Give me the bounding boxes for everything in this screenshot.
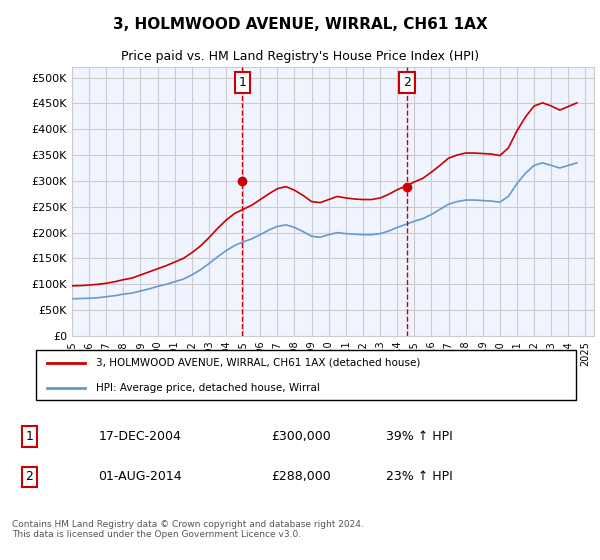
FancyBboxPatch shape xyxy=(35,350,577,400)
Text: 2: 2 xyxy=(25,470,33,483)
Text: 3, HOLMWOOD AVENUE, WIRRAL, CH61 1AX (detached house): 3, HOLMWOOD AVENUE, WIRRAL, CH61 1AX (de… xyxy=(96,358,421,368)
Text: 1: 1 xyxy=(239,76,247,89)
Text: Price paid vs. HM Land Registry's House Price Index (HPI): Price paid vs. HM Land Registry's House … xyxy=(121,50,479,63)
Text: 17-DEC-2004: 17-DEC-2004 xyxy=(98,430,181,443)
Text: 39% ↑ HPI: 39% ↑ HPI xyxy=(386,430,453,443)
Text: 2: 2 xyxy=(403,76,411,89)
Text: HPI: Average price, detached house, Wirral: HPI: Average price, detached house, Wirr… xyxy=(96,382,320,393)
Text: 23% ↑ HPI: 23% ↑ HPI xyxy=(386,470,453,483)
Text: 01-AUG-2014: 01-AUG-2014 xyxy=(98,470,182,483)
Text: £288,000: £288,000 xyxy=(271,470,331,483)
Text: Contains HM Land Registry data © Crown copyright and database right 2024.
This d: Contains HM Land Registry data © Crown c… xyxy=(12,520,364,539)
Text: £300,000: £300,000 xyxy=(271,430,331,443)
Text: 3, HOLMWOOD AVENUE, WIRRAL, CH61 1AX: 3, HOLMWOOD AVENUE, WIRRAL, CH61 1AX xyxy=(113,17,487,32)
Text: 1: 1 xyxy=(25,430,33,443)
